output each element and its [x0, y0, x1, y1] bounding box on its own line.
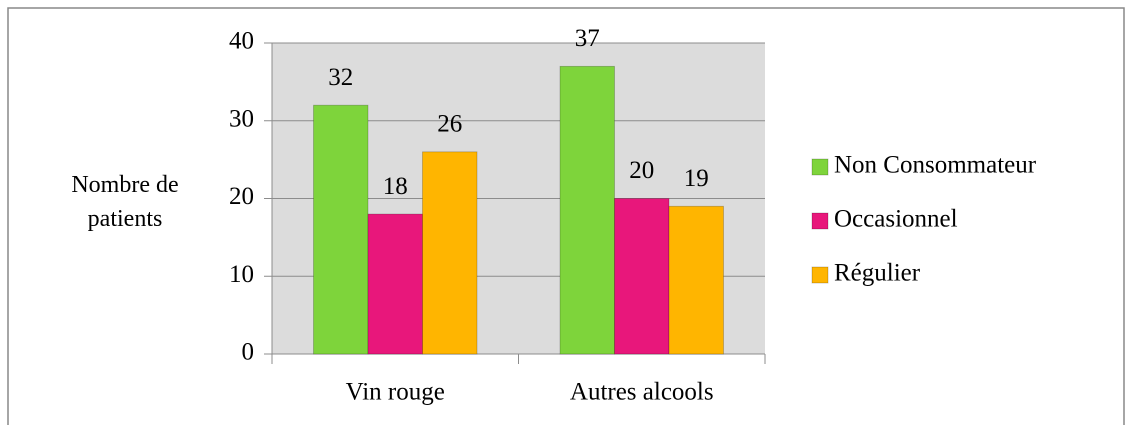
- bar: [313, 104, 369, 355]
- data-label: 18: [383, 173, 408, 200]
- legend-label: Régulier: [834, 260, 921, 287]
- legend-swatch: [811, 158, 829, 176]
- y-tick-label: 20: [229, 183, 254, 210]
- legend-swatch: [811, 212, 829, 230]
- bar: [668, 205, 724, 355]
- bar: [559, 65, 615, 355]
- y-tick-label: 30: [229, 105, 254, 132]
- data-label: 19: [684, 165, 709, 192]
- legend-label: Occasionnel: [834, 206, 958, 233]
- bar: [367, 213, 423, 355]
- y-tick-label: 0: [242, 339, 255, 366]
- x-tick-label: Autres alcools: [570, 379, 714, 406]
- data-label: 20: [629, 157, 654, 184]
- y-tick-label: 10: [229, 261, 254, 288]
- frame: [7, 7, 1125, 425]
- bar: [614, 198, 670, 355]
- bar: [422, 151, 478, 355]
- legend-label: Non Consommateur: [834, 152, 1037, 179]
- legend-swatch: [811, 266, 829, 284]
- data-label: 26: [437, 111, 462, 138]
- x-tick-label: Vin rouge: [346, 379, 445, 406]
- y-tick-label: 40: [229, 28, 254, 55]
- y-axis-title: Nombre de patients: [71, 172, 179, 232]
- data-label: 37: [575, 25, 600, 52]
- data-label: 32: [328, 64, 353, 91]
